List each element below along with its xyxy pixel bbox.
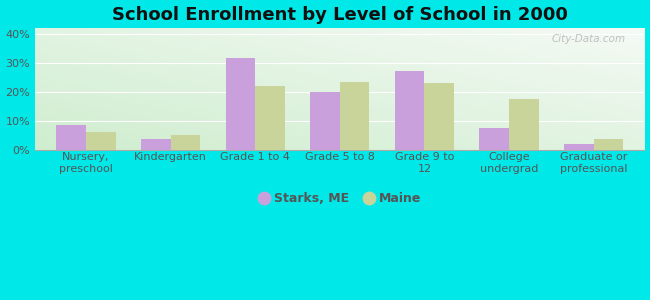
Bar xyxy=(424,83,454,150)
Bar xyxy=(310,92,340,150)
Bar xyxy=(170,135,200,150)
Text: City-Data.com: City-Data.com xyxy=(552,34,626,44)
Bar xyxy=(395,71,424,150)
Bar xyxy=(509,99,539,150)
Legend: Starks, ME, Maine: Starks, ME, Maine xyxy=(254,188,426,210)
Bar xyxy=(593,140,623,150)
Bar xyxy=(340,82,369,150)
Bar xyxy=(564,144,593,150)
Bar xyxy=(480,128,509,150)
Bar xyxy=(57,125,86,150)
Bar xyxy=(255,86,285,150)
Bar xyxy=(141,140,170,150)
Bar xyxy=(86,132,116,150)
Bar xyxy=(226,58,255,150)
Title: School Enrollment by Level of School in 2000: School Enrollment by Level of School in … xyxy=(112,6,567,24)
